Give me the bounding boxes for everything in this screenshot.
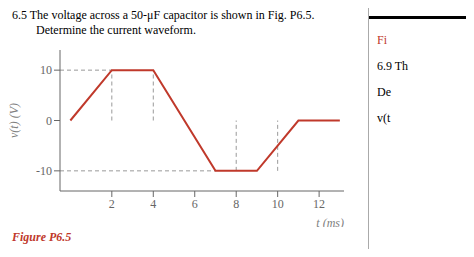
svg-text:v(t) (V): v(t) (V) <box>8 103 21 138</box>
svg-text:t (ms): t (ms) <box>316 216 344 227</box>
html-text:Fi: Fi <box>377 33 387 47</box>
html-text:De: De <box>377 85 391 99</box>
svg-text:10: 10 <box>40 63 52 77</box>
svg-text:12: 12 <box>313 197 325 211</box>
svg-text:2: 2 <box>109 197 115 211</box>
html-text:v(t: v(t <box>377 111 391 125</box>
svg-text:8: 8 <box>233 197 239 211</box>
svg-text:10: 10 <box>272 197 284 211</box>
svg-text:6: 6 <box>192 197 198 211</box>
svg-text:-10: -10 <box>36 164 52 178</box>
html-text:6.5 The voltage across a 50-μF: 6.5 The voltage across a 50-μF capacitor… <box>12 8 315 22</box>
html-text:6.9 Th: 6.9 Th <box>377 59 409 73</box>
svg-text:0: 0 <box>46 114 52 128</box>
svg-text:4: 4 <box>150 197 156 211</box>
html-text:Figure P6.5: Figure P6.5 <box>12 230 72 244</box>
html-text:Determine the current waveform: Determine the current waveform. <box>36 23 196 37</box>
